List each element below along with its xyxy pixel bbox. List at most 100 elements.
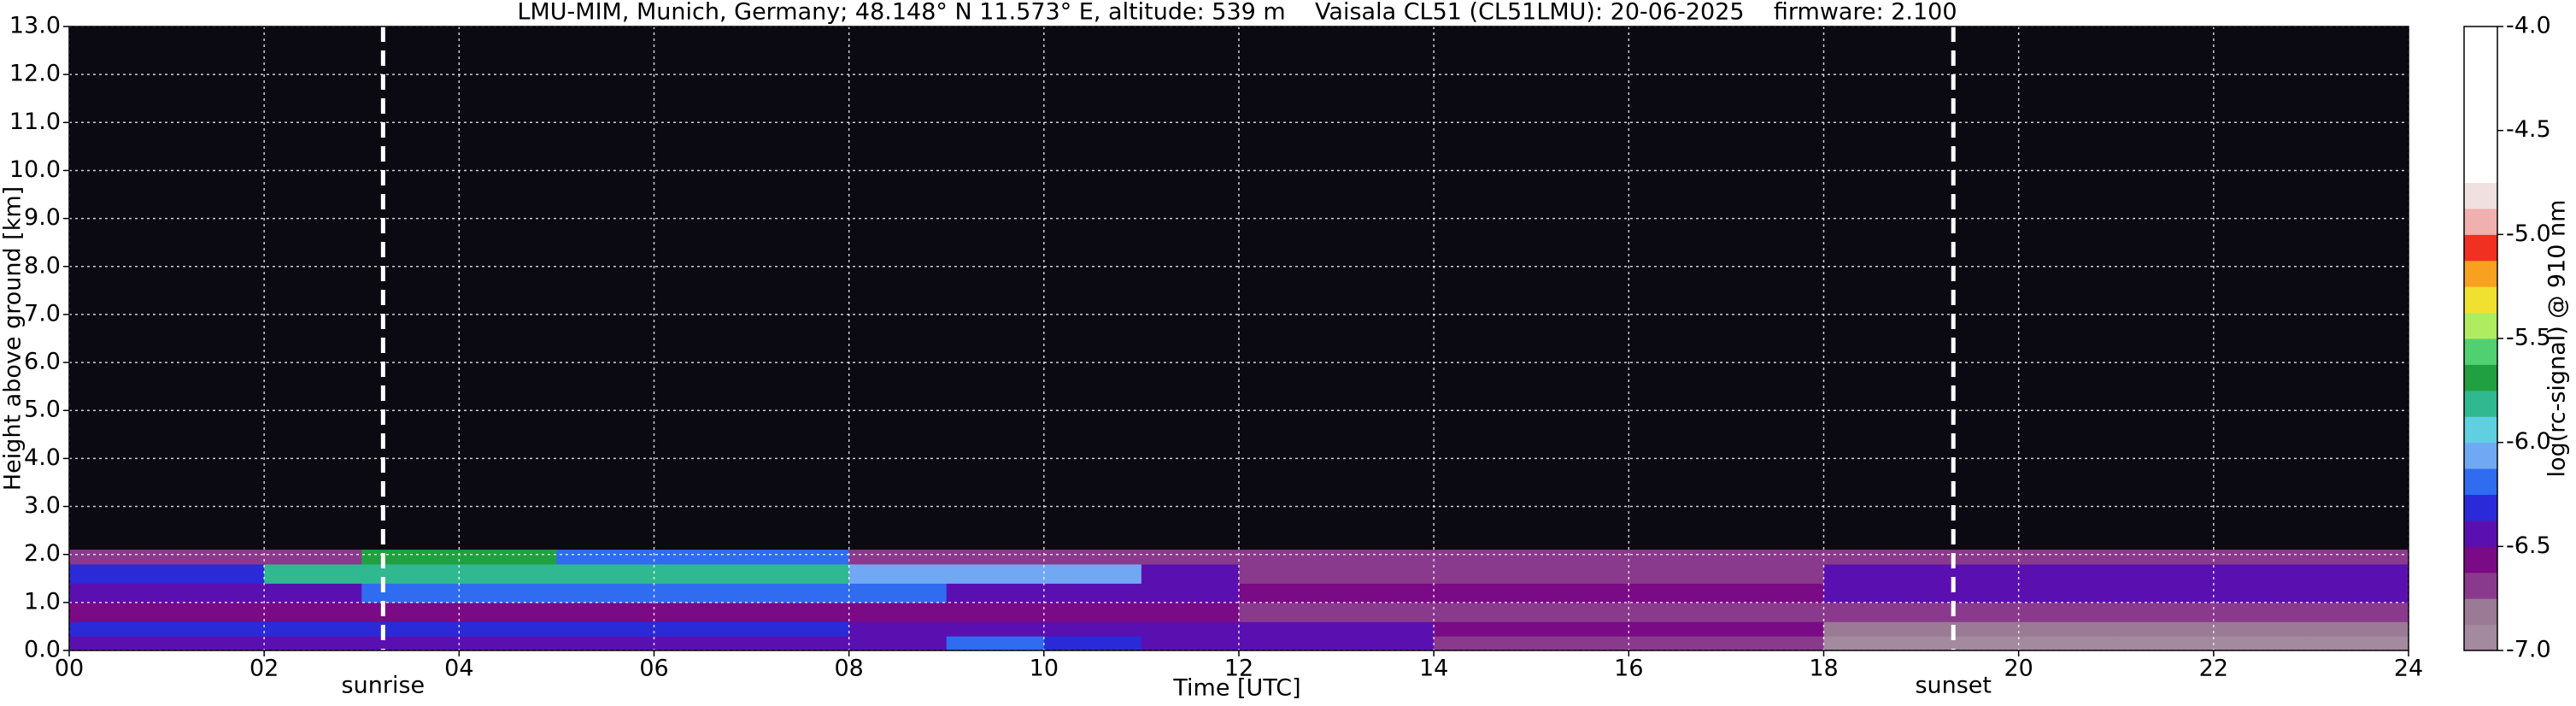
heatmap-cell (361, 602, 460, 622)
heatmap-cell (361, 550, 460, 565)
heatmap-cell (1823, 550, 1922, 565)
heatmap-cell (2213, 621, 2312, 637)
heatmap-cell (751, 602, 850, 622)
colorbar-step (2464, 572, 2497, 599)
heatmap-cell (1921, 621, 2020, 637)
x-tick-label: 20 (2004, 656, 2033, 682)
heatmap-cell (1823, 602, 1922, 622)
heatmap-cell (1043, 621, 1142, 637)
heatmap-cell (1336, 550, 1435, 565)
heatmap-cell (654, 602, 753, 622)
heatmap-cell (2115, 602, 2215, 622)
heatmap-cell (264, 636, 362, 651)
heatmap-cell (751, 636, 850, 651)
colorbar-step (2464, 338, 2497, 365)
heatmap-cell (556, 636, 654, 651)
heatmap-cell (1336, 583, 1435, 603)
colorbar-tick-label: -5.5 (2506, 325, 2551, 351)
y-tick-label: 6.0 (24, 349, 61, 375)
annotation-label: sunrise (342, 673, 425, 699)
heatmap-cell (946, 636, 1045, 651)
x-tick-label: 16 (1614, 656, 1643, 682)
x-tick-label: 08 (834, 656, 863, 682)
heatmap-cell (1726, 621, 1824, 637)
colorbar-step (2464, 182, 2497, 209)
heatmap-cell (1531, 621, 1629, 637)
heatmap-cell (2018, 583, 2117, 603)
heatmap-cell (654, 550, 753, 565)
heatmap-cell (1141, 563, 1240, 584)
colorbar-step (2464, 260, 2497, 287)
x-tick-label: 06 (639, 656, 668, 682)
heatmap-cell (167, 583, 265, 603)
y-axis-label: Height above ground [km] (0, 186, 26, 491)
heatmap-cell (2213, 636, 2312, 651)
colorbar-tick-label: -4.5 (2506, 116, 2551, 143)
x-tick-label: 10 (1030, 656, 1059, 682)
heatmap-cell (264, 602, 362, 622)
heatmap-cell (1628, 550, 1727, 565)
heatmap-cell (848, 621, 948, 637)
heatmap-cell (848, 563, 948, 584)
heatmap-cell (459, 563, 557, 584)
y-tick-label: 9.0 (24, 204, 61, 231)
y-tick-label: 7.0 (24, 300, 61, 327)
heatmap-cell (1434, 602, 1532, 622)
heatmap-cell (1434, 563, 1532, 584)
colorbar-step (2464, 442, 2497, 469)
heatmap-cell (1921, 602, 2020, 622)
y-tick-label: 12.0 (9, 61, 61, 87)
heatmap-cell (167, 563, 265, 584)
heatmap-cell (946, 550, 1045, 565)
heatmap-cell (1921, 583, 2020, 603)
colorbar-tick-label: -6.0 (2506, 428, 2551, 455)
heatmap-cell (264, 563, 362, 584)
heatmap-cell (1239, 563, 1337, 584)
heatmap-cell (654, 636, 753, 651)
colorbar-step (2464, 208, 2497, 235)
colorbar-step (2464, 520, 2497, 547)
heatmap-cell (654, 621, 753, 637)
colorbar-tick-label: -6.5 (2506, 532, 2551, 559)
heatmap-cell (1434, 550, 1532, 565)
heatmap-cell (1726, 583, 1824, 603)
heatmap-cell (2213, 583, 2312, 603)
colorbar-step (2464, 468, 2497, 495)
heatmap-cell (167, 636, 265, 651)
colorbar-step (2464, 546, 2497, 574)
heatmap-cell (1628, 583, 1727, 603)
heatmap-cell (2115, 636, 2215, 651)
colorbar-step (2464, 286, 2497, 314)
heatmap-cell (946, 583, 1045, 603)
heatmap-cell (1336, 636, 1435, 651)
y-tick-label: 3.0 (24, 492, 61, 519)
heatmap-cell (167, 602, 265, 622)
heatmap-cell (1141, 583, 1240, 603)
heatmap-cell (361, 636, 460, 651)
heatmap-cell (1823, 563, 1922, 584)
heatmap-cell (69, 583, 167, 603)
colorbar-step (2464, 52, 2497, 79)
colorbar-step (2464, 598, 2497, 626)
heatmap-cell (2310, 636, 2409, 651)
heatmap-cell (1628, 621, 1727, 637)
heatmap-cell (361, 621, 460, 637)
x-tick-label: 04 (444, 656, 473, 682)
heatmap-cell (2115, 621, 2215, 637)
heatmap-cell (2018, 636, 2117, 651)
x-tick-label: 22 (2199, 656, 2228, 682)
heatmap-cell (69, 636, 167, 651)
heatmap-cell (946, 563, 1045, 584)
y-tick-label: 0.0 (24, 637, 61, 663)
heatmap-cell (69, 563, 167, 584)
heatmap-cell (459, 583, 557, 603)
heatmap-cell (459, 602, 557, 622)
heatmap-cell (1921, 636, 2020, 651)
colorbar-step (2464, 312, 2497, 339)
heatmap-cell (848, 636, 948, 651)
y-tick-label: 4.0 (24, 444, 61, 471)
colorbar-step (2464, 416, 2497, 444)
heatmap-cell (556, 602, 654, 622)
heatmap-cell (459, 621, 557, 637)
